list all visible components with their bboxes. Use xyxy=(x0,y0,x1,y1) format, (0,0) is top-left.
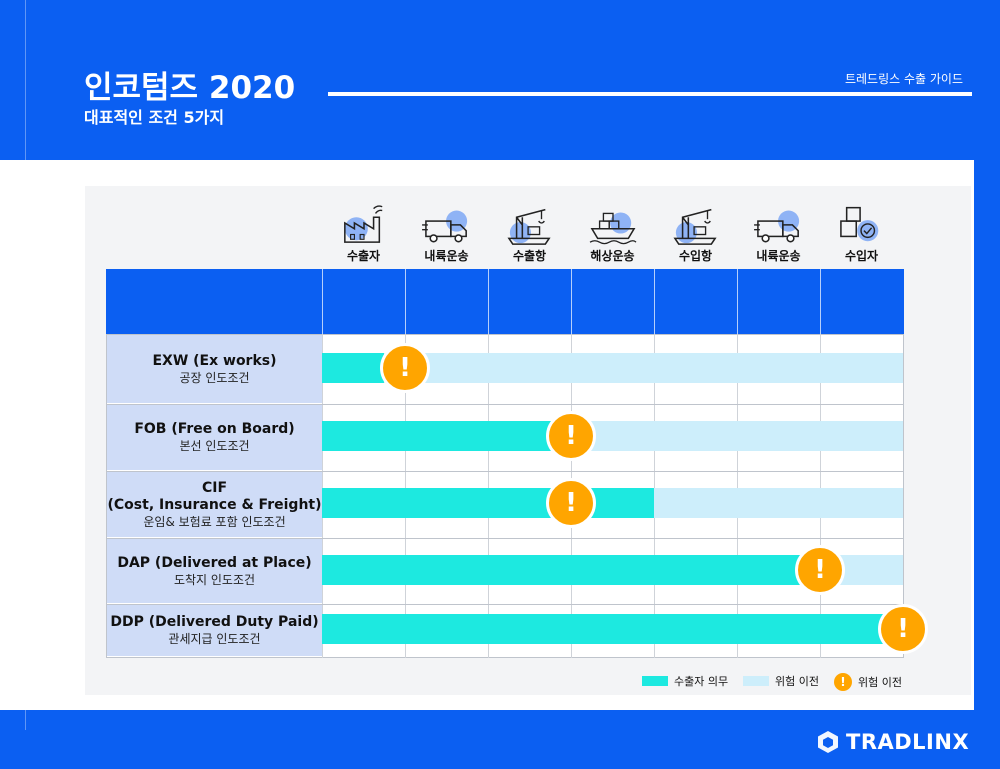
warning-icon: ! xyxy=(546,411,596,461)
right-border xyxy=(974,160,1000,710)
term-subtitle: 관세지급 인도조건 xyxy=(168,632,261,646)
stage-7: 수입자 xyxy=(820,200,903,264)
truck-icon xyxy=(753,210,799,243)
exporter-duty-bar xyxy=(322,488,654,518)
term-label-cell: DDP (Delivered Duty Paid) 관세지급 인도조건 xyxy=(107,605,322,656)
legend-duty: 수출자 의무 xyxy=(642,673,728,689)
term-title: EXW (Ex works) xyxy=(152,352,277,369)
legend-risk-swatch xyxy=(743,676,769,686)
grid-row-line xyxy=(106,538,904,539)
grid-row-line xyxy=(106,471,904,472)
stage-label: 내륙운송 xyxy=(424,249,469,263)
stage-5: 수입항 xyxy=(654,200,737,264)
exporter-duty-bar xyxy=(322,614,903,644)
term-title: FOB (Free on Board) xyxy=(134,421,295,437)
grid-header-divider xyxy=(488,269,489,334)
page-subtitle: 대표적인 조건 5가지 xyxy=(84,108,225,127)
boxes-check-icon xyxy=(839,206,878,242)
grid-row-line xyxy=(106,404,904,405)
grid-header-divider xyxy=(654,269,655,334)
term-title: CIF xyxy=(201,479,228,496)
exporter-duty-bar xyxy=(322,421,571,451)
header-band: 인코텀즈 2020 대표적인 조건 5가지 트레드링스 수출 가이드 xyxy=(0,0,1000,160)
legend-risk-point: ! 위험 이전 xyxy=(834,673,902,691)
grid-header-divider xyxy=(820,269,821,334)
stage-label: 수입항 xyxy=(678,249,713,263)
legend-duty-label: 수출자 의무 xyxy=(674,675,729,688)
term-subtitle: 공장 인도조건 xyxy=(179,370,250,385)
stage-1: 수출자 xyxy=(322,200,405,264)
legend-risk-label: 위험 이전 xyxy=(775,675,819,688)
stage-label: 수출자 xyxy=(346,249,381,263)
guide-label: 트레드링스 수출 가이드 xyxy=(844,72,963,86)
footer-band: TRADLINX xyxy=(0,710,1000,769)
warning-icon: ! xyxy=(834,673,852,691)
term-subtitle: 본선 인도조건 xyxy=(179,439,250,453)
page-title: 인코텀즈 2020 xyxy=(84,70,296,106)
brand-logo: TRADLINX xyxy=(816,730,969,754)
legend-risk-point-label: 위험 이전 xyxy=(858,676,902,689)
grid-header-divider xyxy=(405,269,406,334)
legend-risk-bar: 위험 이전 xyxy=(743,673,819,689)
term-title: DAP (Delivered at Place) xyxy=(117,554,312,571)
term-label-cell: FOB (Free on Board) 본선 인도조건 xyxy=(107,405,322,470)
header-divider xyxy=(25,0,26,160)
factory-icon xyxy=(343,205,382,243)
port-crane-icon xyxy=(672,208,717,245)
term-label-cell: DAP (Delivered at Place) 도착지 인도조건 xyxy=(107,539,322,603)
stage-3: 수출항 xyxy=(488,200,571,264)
stage-label: 해상운송 xyxy=(590,249,635,263)
stage-label: 수입자 xyxy=(844,249,879,263)
exporter-duty-bar xyxy=(322,353,385,383)
stage-6: 내륙운송 xyxy=(737,200,820,264)
stage-label: 수출항 xyxy=(512,249,547,263)
port-crane-icon xyxy=(506,208,551,245)
warning-icon: ! xyxy=(546,478,596,528)
stage-4: 해상운송 xyxy=(571,200,654,264)
grid-header-band xyxy=(106,269,904,334)
term-subtitle: 운임& 보험료 포함 인도조건 xyxy=(143,514,286,529)
term-title: DDP (Delivered Duty Paid) xyxy=(110,614,319,630)
stage-label: 내륙운송 xyxy=(756,249,801,263)
header-rule xyxy=(328,92,972,96)
ship-icon xyxy=(589,212,636,245)
term-title: (Cost, Insurance & Freight) xyxy=(107,496,322,513)
brand-name: TRADLINX xyxy=(846,730,970,754)
grid-header-divider xyxy=(571,269,572,334)
term-label-cell: CIF (Cost, Insurance & Freight) 운임& 보험료 포함… xyxy=(107,472,322,537)
warning-icon: ! xyxy=(878,604,928,654)
term-subtitle: 도착지 인도조건 xyxy=(173,572,256,587)
footer-divider xyxy=(25,710,26,730)
truck-icon xyxy=(421,210,467,243)
grid-header-divider xyxy=(737,269,738,334)
legend-duty-swatch xyxy=(642,676,668,686)
warning-icon: ! xyxy=(380,343,430,393)
grid-header-divider xyxy=(322,269,323,334)
grid-row-line xyxy=(106,604,904,605)
stage-2: 내륙운송 xyxy=(405,200,488,264)
tradlinx-logo-icon xyxy=(818,731,838,753)
exporter-duty-bar xyxy=(322,555,820,585)
term-label-cell: EXW (Ex works) 공장 인도조건 xyxy=(107,335,322,403)
warning-icon: ! xyxy=(795,545,845,595)
